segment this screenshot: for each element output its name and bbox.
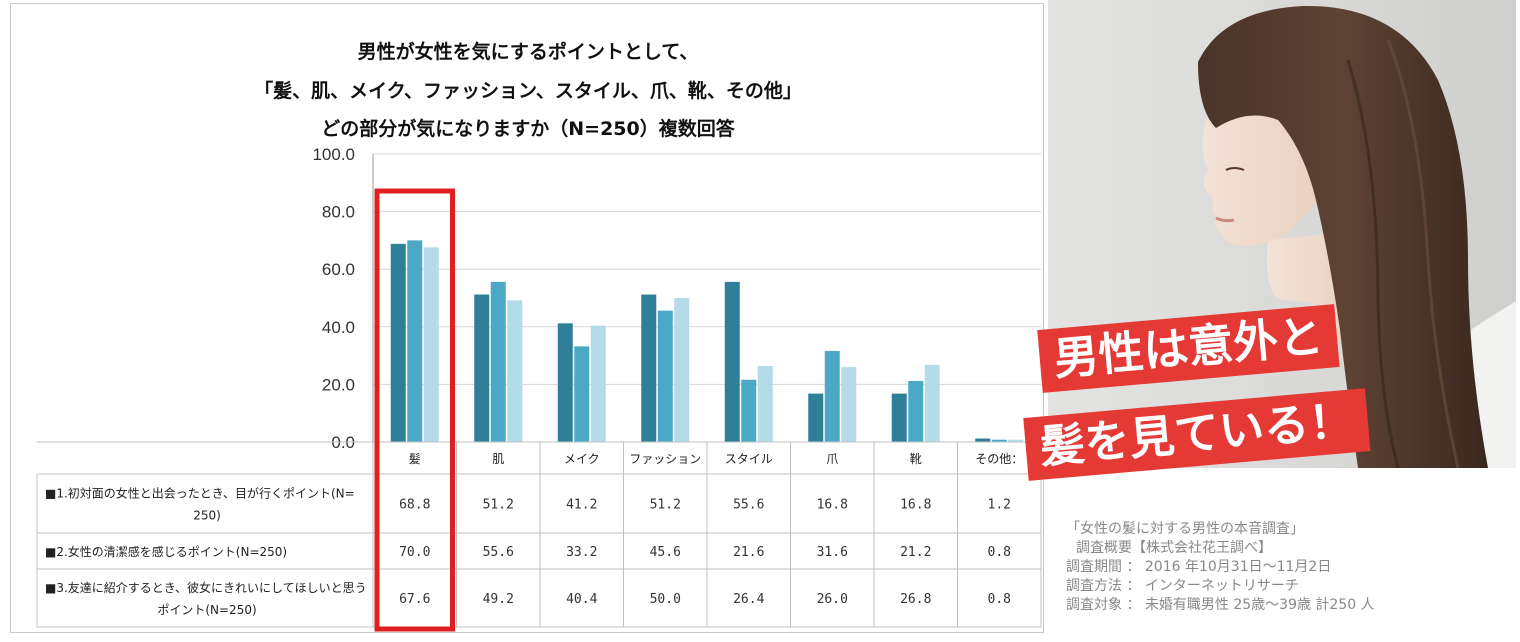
survey-method: 調査方法 ： インターネットリサーチ: [1066, 578, 1299, 594]
legend-entry-series-3: ■3.友達に紹介するとき、彼女にきれいにしてほしいと思う: [45, 580, 367, 595]
legend-entry-series-1: 250): [193, 509, 221, 523]
data-label-series-2: 33.2: [566, 545, 597, 560]
y-tick-label: 60.0: [322, 260, 355, 279]
bar-series-1-0: [390, 243, 406, 442]
survey-outline: 調査概要【株式会社花王調べ】: [1076, 540, 1272, 556]
bar-series-1-3: [641, 294, 657, 442]
survey-name: 「女性の髪に対する男性の本音調査」: [1066, 521, 1304, 537]
data-label-series-2: 0.8: [988, 545, 1011, 560]
data-label-series-1: 68.8: [399, 498, 430, 513]
chart-title-line-2: 「髪、肌、メイク、ファッション、スタイル、爪、靴、その他」: [254, 80, 802, 102]
y-tick-label: 80.0: [322, 203, 355, 222]
data-label-series-1: 55.6: [733, 498, 764, 513]
survey-period: 調査期間 ： 2016 年10月31日〜11月2日: [1066, 559, 1332, 575]
data-label-series-2: 70.0: [399, 545, 430, 560]
survey-source-note: 「女性の髪に対する男性の本音調査」 調査概要【株式会社花王調べ】 調査期間 ： …: [1066, 520, 1506, 615]
bar-chart: 0.020.040.060.080.0100.0髪肌メイク ファッション スタイル爪…: [36, 145, 1042, 632]
woman-profile-photo: [1048, 0, 1516, 468]
bar-series-1-4: [724, 281, 740, 442]
legend-entry-series-2: ■2.女性の清潔感を感じるポイント(N=250): [45, 544, 287, 559]
data-label-series-3: 0.8: [988, 592, 1011, 607]
data-label-series-1: 16.8: [900, 498, 931, 513]
y-tick-label: 100.0: [312, 145, 355, 164]
bar-series-1-5: [808, 393, 824, 442]
bar-series-1-6: [891, 393, 907, 442]
data-label-series-1: 51.2: [483, 498, 514, 513]
category-label: 肌: [492, 452, 504, 466]
legend-entry-series-3: ポイント(N=250): [157, 603, 256, 617]
bar-series-3-7: [1008, 439, 1024, 442]
data-label-series-1: 1.2: [988, 498, 1011, 513]
bar-series-3-3: [674, 298, 690, 442]
data-label-series-3: 50.0: [650, 592, 681, 607]
bar-series-1-7: [975, 438, 991, 442]
data-label-series-2: 45.6: [650, 545, 681, 560]
bar-series-3-4: [757, 365, 773, 442]
data-label-series-3: 26.8: [900, 592, 931, 607]
category-label: 爪: [826, 452, 838, 466]
chart-title-line-3: どの部分が気になりますか（N=250）複数回答: [321, 118, 735, 140]
data-label-series-2: 31.6: [817, 545, 848, 560]
category-label: メイク: [564, 452, 600, 466]
category-label: その他：: [975, 452, 1023, 466]
bar-series-1-2: [557, 323, 573, 442]
data-label-series-3: 67.6: [399, 592, 430, 607]
bar-series-2-7: [991, 439, 1007, 442]
category-label: スタイル: [725, 452, 773, 466]
bar-series-3-1: [507, 300, 523, 442]
bar-series-2-0: [407, 240, 423, 442]
category-label: ファッション: [629, 452, 701, 466]
survey-target: 調査対象 ： 未婚有職男性 25歳〜39歳 計250 人: [1066, 597, 1375, 613]
data-label-series-2: 21.2: [900, 545, 931, 560]
bar-series-2-1: [490, 281, 506, 442]
data-label-series-3: 40.4: [566, 592, 597, 607]
data-label-series-3: 26.4: [733, 592, 764, 607]
bar-series-2-4: [741, 379, 757, 442]
chart-title-line-1: 男性が女性を気にするポイントとして、: [357, 41, 699, 63]
bar-series-3-0: [423, 247, 439, 442]
data-label-series-1: 51.2: [650, 498, 681, 513]
data-label-series-2: 21.6: [733, 545, 764, 560]
y-tick-label: 20.0: [322, 375, 355, 394]
woman-illustration: [1198, 5, 1516, 468]
bar-series-2-6: [908, 380, 924, 442]
bar-series-2-5: [824, 350, 840, 442]
chart-panel: 男性が女性を気にするポイントとして、 「髪、肌、メイク、ファッション、スタイル、…: [10, 3, 1044, 633]
legend-entry-series-1: ■1.初対面の女性と出会ったとき、目が行くポイント(N=: [45, 486, 355, 501]
bar-series-2-3: [657, 310, 673, 442]
highlight-box-hair: [374, 188, 455, 632]
data-label-series-2: 55.6: [483, 545, 514, 560]
category-label: 髪: [409, 452, 421, 466]
bar-series-3-2: [590, 325, 606, 442]
data-label-series-3: 49.2: [483, 592, 514, 607]
data-label-series-1: 41.2: [566, 498, 597, 513]
bar-series-1-1: [474, 294, 490, 442]
data-label-series-1: 16.8: [817, 498, 848, 513]
data-label-series-3: 26.0: [817, 592, 848, 607]
y-tick-label: 40.0: [322, 318, 355, 337]
bar-series-2-2: [574, 346, 590, 442]
bar-series-3-6: [924, 364, 940, 442]
category-label: 靴: [910, 452, 922, 466]
bar-series-3-5: [841, 367, 857, 442]
